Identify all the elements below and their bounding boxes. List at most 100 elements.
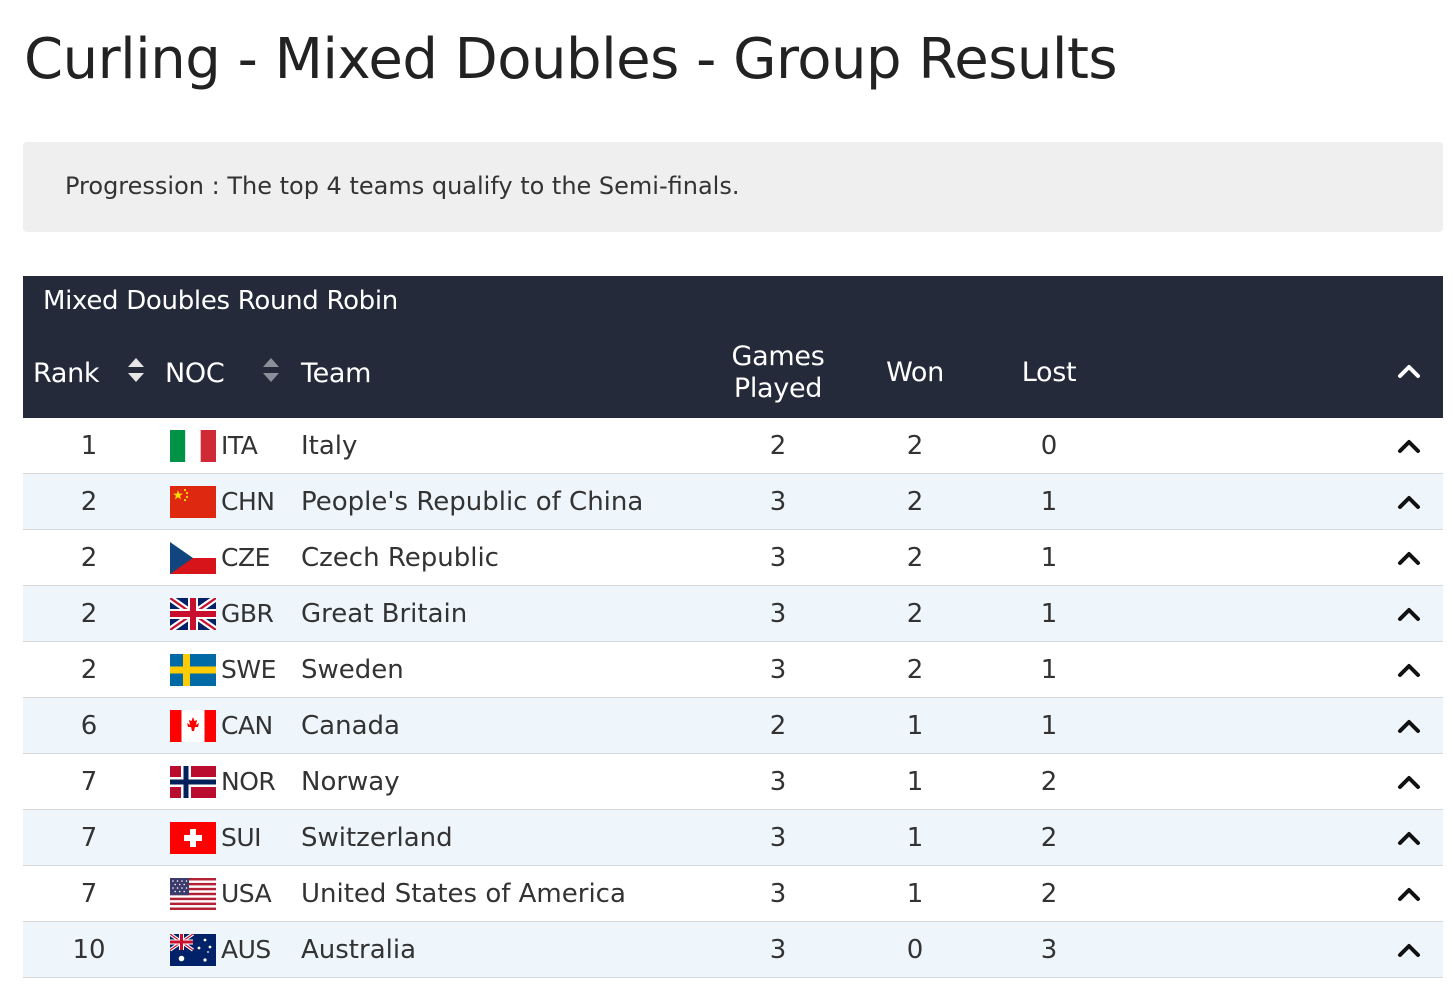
- table-row[interactable]: 7 NOR Norway 3 1 2: [23, 754, 1443, 810]
- noc-cell: AUS: [221, 935, 271, 964]
- games-played-cell: 3: [769, 822, 787, 853]
- rank-cell: 7: [80, 766, 98, 797]
- header-team[interactable]: Team: [301, 357, 372, 389]
- won-cell: 1: [906, 878, 924, 909]
- chevron-up-icon[interactable]: [1397, 530, 1421, 585]
- page-title: Curling - Mixed Doubles - Group Results: [24, 27, 1118, 92]
- rank-cell: 7: [80, 822, 98, 853]
- rank-cell: 2: [80, 598, 98, 629]
- noc-cell: ITA: [221, 431, 258, 460]
- table-row[interactable]: 2 CZE Czech Republic 3 2 1: [23, 530, 1443, 586]
- flag-aus-icon: [170, 934, 216, 966]
- won-cell: 2: [906, 542, 924, 573]
- won-cell: 1: [906, 766, 924, 797]
- lost-cell: 1: [1040, 486, 1058, 517]
- games-played-cell: 3: [769, 598, 787, 629]
- flag-ita-icon: [170, 430, 216, 462]
- team-cell[interactable]: Italy: [301, 430, 358, 461]
- team-cell[interactable]: Sweden: [301, 654, 404, 685]
- won-cell: 0: [906, 934, 924, 965]
- games-played-cell: 3: [769, 934, 787, 965]
- won-cell: 2: [906, 598, 924, 629]
- table-row[interactable]: 7 SUI Switzerland 3 1 2: [23, 810, 1443, 866]
- team-cell[interactable]: Australia: [301, 934, 417, 965]
- table-row[interactable]: 7 USA United States of America 3 1 2: [23, 866, 1443, 922]
- table-row[interactable]: 1 ITA Italy 2 2 0: [23, 418, 1443, 474]
- header-lost[interactable]: Lost: [1021, 357, 1077, 388]
- chevron-up-icon[interactable]: [1397, 754, 1421, 809]
- flag-can-icon: [170, 710, 216, 742]
- team-cell[interactable]: Great Britain: [301, 598, 468, 629]
- won-cell: 2: [906, 430, 924, 461]
- lost-cell: 1: [1040, 654, 1058, 685]
- chevron-up-icon[interactable]: [1397, 418, 1421, 473]
- team-cell[interactable]: People's Republic of China: [301, 486, 644, 517]
- sort-noc-icon[interactable]: [262, 356, 280, 384]
- games-played-cell: 3: [769, 654, 787, 685]
- rank-cell: 7: [80, 878, 98, 909]
- chevron-up-icon[interactable]: [1397, 698, 1421, 753]
- flag-cze-icon: [170, 542, 216, 574]
- noc-cell: CHN: [221, 487, 275, 516]
- flag-gbr-icon: [170, 598, 216, 630]
- collapse-all-icon[interactable]: [1397, 362, 1421, 385]
- chevron-up-icon[interactable]: [1397, 642, 1421, 697]
- chevron-up-icon[interactable]: [1397, 586, 1421, 641]
- table-row[interactable]: 2 SWE Sweden 3 2 1: [23, 642, 1443, 698]
- games-played-cell: 3: [769, 542, 787, 573]
- flag-sui-icon: [170, 822, 216, 854]
- rank-cell: 2: [80, 654, 98, 685]
- games-played-cell: 3: [769, 486, 787, 517]
- won-cell: 2: [906, 486, 924, 517]
- team-cell[interactable]: Switzerland: [301, 822, 453, 853]
- table-caption: Mixed Doubles Round Robin: [43, 286, 398, 316]
- noc-cell: USA: [221, 879, 272, 908]
- flag-nor-icon: [170, 766, 216, 798]
- team-cell[interactable]: Czech Republic: [301, 542, 499, 573]
- lost-cell: 0: [1040, 430, 1058, 461]
- noc-cell: NOR: [221, 767, 276, 796]
- sort-rank-icon[interactable]: [127, 356, 145, 384]
- table-row[interactable]: 2 GBR Great Britain 3 2 1: [23, 586, 1443, 642]
- lost-cell: 2: [1040, 766, 1058, 797]
- table-row[interactable]: 6 CAN Canada 2 1 1: [23, 698, 1443, 754]
- lost-cell: 1: [1040, 710, 1058, 741]
- chevron-up-icon[interactable]: [1397, 810, 1421, 865]
- flag-usa-icon: [170, 878, 216, 910]
- noc-cell: SUI: [221, 823, 262, 852]
- lost-cell: 1: [1040, 542, 1058, 573]
- team-cell[interactable]: Norway: [301, 766, 400, 797]
- progression-text: Progression : The top 4 teams qualify to…: [65, 172, 740, 200]
- lost-cell: 2: [1040, 878, 1058, 909]
- chevron-up-icon[interactable]: [1397, 866, 1421, 921]
- won-cell: 1: [906, 822, 924, 853]
- header-won[interactable]: Won: [886, 357, 944, 388]
- lost-cell: 3: [1040, 934, 1058, 965]
- table-row[interactable]: 10 AUS Australia 3 0 3: [23, 922, 1443, 978]
- games-played-cell: 2: [769, 430, 787, 461]
- header-games-played-line1: Games: [731, 341, 825, 372]
- rank-cell: 10: [72, 934, 106, 965]
- lost-cell: 1: [1040, 598, 1058, 629]
- games-played-cell: 2: [769, 710, 787, 741]
- noc-cell: CZE: [221, 543, 270, 572]
- rank-cell: 2: [80, 542, 98, 573]
- progression-box: Progression : The top 4 teams qualify to…: [23, 142, 1443, 232]
- team-cell[interactable]: Canada: [301, 710, 400, 741]
- header-games-played-line2: Played: [733, 373, 823, 404]
- chevron-up-icon[interactable]: [1397, 922, 1421, 977]
- header-noc[interactable]: NOC: [165, 357, 225, 389]
- header-rank[interactable]: Rank: [33, 357, 100, 389]
- header-games-played[interactable]: Games Played: [713, 338, 843, 408]
- won-cell: 1: [906, 710, 924, 741]
- results-table: Mixed Doubles Round Robin Rank NOC Team …: [23, 276, 1443, 978]
- team-cell[interactable]: United States of America: [301, 878, 626, 909]
- won-cell: 2: [906, 654, 924, 685]
- table-body: 1 ITA Italy 2 2 0 2 CHN People's Republic of Chi…: [23, 418, 1443, 978]
- games-played-cell: 3: [769, 766, 787, 797]
- rank-cell: 6: [80, 710, 98, 741]
- flag-chn-icon: [170, 486, 216, 518]
- table-row[interactable]: 2 CHN People's Republic of China 3 2 1: [23, 474, 1443, 530]
- chevron-up-icon[interactable]: [1397, 474, 1421, 529]
